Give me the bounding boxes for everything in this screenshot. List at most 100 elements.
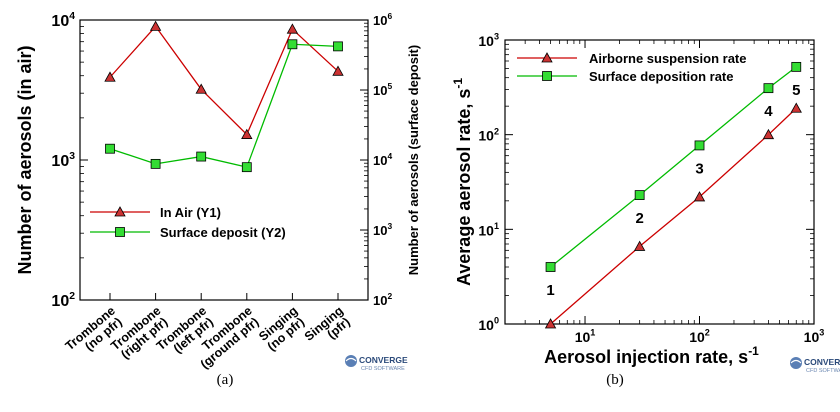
chart-b-point-surface: [634, 190, 645, 200]
chart-a-point-air: [149, 20, 162, 31]
chart-b-xlabel-sup: -1: [748, 344, 759, 358]
chart-a-point-air: [195, 83, 207, 94]
chart-b-point-label: 1: [546, 282, 554, 299]
chart-a-legend-marker: [115, 227, 125, 237]
chart-b-xtick-label-base: 10: [689, 329, 705, 345]
converge-logo-name: CONVERGE: [359, 355, 408, 365]
chart-b-xtick-label-base: 10: [804, 329, 820, 345]
chart-a-ytick-label-exp: 4: [69, 11, 75, 22]
chart-b-ytick-label: 100: [478, 316, 499, 333]
chart-a-legend: In Air (Y1) Surface deposit (Y2): [90, 205, 286, 240]
chart-b-point-label: 5: [792, 82, 800, 99]
chart-b-point-airborne: [544, 318, 557, 329]
chart-a-point-surface: [287, 39, 298, 50]
chart-b-xtick-label: 102: [689, 328, 710, 345]
converge-logo-circle: [790, 357, 802, 369]
chart-a-series-line-1: [109, 43, 339, 168]
chart-b-point-label: 3: [695, 160, 703, 177]
chart-a-y2tick-label-base: 10: [373, 293, 387, 308]
chart-a-point-air: [286, 23, 299, 34]
chart-a-ytick-label-base: 10: [51, 153, 69, 170]
chart-a-ytick-label-text: 104: [51, 11, 75, 30]
chart-a-ytick-label: 104: [51, 11, 75, 30]
chart-b-ytick-label: 102: [478, 126, 499, 143]
chart-b-ytick-label-exp: 1: [494, 221, 499, 231]
chart-a-y2tick-label-exp: 6: [387, 11, 392, 21]
chart-a-y2tick-label-text: 102: [373, 291, 392, 308]
chart-a-y2tick-label-text: 104: [373, 151, 392, 168]
chart-b-point-airborne: [790, 102, 802, 113]
chart-a-y2tick-label-exp: 3: [387, 221, 392, 231]
chart-a-y2tick-label-text: 103: [373, 221, 392, 238]
chart-b-legend-marker: [541, 52, 553, 63]
chart-a-point-surface: [241, 162, 252, 173]
chart-b-ylabel: Average aerosol rate, s-1: [451, 78, 474, 286]
chart-b-caption: (b): [606, 372, 624, 388]
chart-a-ytick-label-text: 102: [51, 291, 75, 310]
chart-b-ytick-label-text: 101: [478, 221, 499, 238]
converge-logo-swirl: [345, 357, 357, 362]
chart-b-point-airborne: [762, 128, 775, 140]
chart-b-series-line-1: [550, 66, 797, 268]
chart-a-legend-label: Surface deposit (Y2): [160, 225, 286, 240]
chart-b-ytick-label-text: 103: [478, 32, 499, 49]
chart-b-ytick-label: 101: [478, 221, 499, 238]
chart-b-ytick-label-base: 10: [478, 317, 494, 333]
chart-a-y2tick-label-text: 105: [373, 81, 392, 98]
chart-b-legend-label: Airborne suspension rate: [589, 51, 746, 66]
chart-b-xtick-label-text: 102: [689, 328, 710, 345]
chart-b-ytick-label-text: 102: [478, 126, 499, 143]
chart-b-point-surface: [791, 61, 802, 72]
converge-logo-icon: [790, 357, 802, 369]
chart-b-xtick-label-text: 101: [575, 328, 596, 345]
chart-a-xtick-label: Trombone(right pfr): [108, 304, 172, 364]
chart-a-point-surface: [105, 143, 115, 154]
chart-a-y2tick-label-base: 10: [373, 13, 387, 28]
chart-a-point-surface: [150, 158, 161, 169]
converge-logo-icon: [345, 355, 357, 367]
chart-b-xtick-label-exp: 3: [819, 328, 824, 338]
converge-logo-name: CONVERGE: [804, 357, 840, 367]
chart-a-y2tick-label: 102: [373, 291, 392, 308]
chart-b-xtick-label-text: 103: [804, 328, 825, 345]
chart-a-xtick-label: Trombone(no pfr): [63, 304, 127, 364]
chart-b-xtick-label-base: 10: [575, 329, 591, 345]
chart-b-point-airborne: [693, 191, 706, 202]
chart-b-xtick-label: 103: [804, 328, 825, 345]
chart-a-y2tick-label: 104: [373, 151, 392, 168]
chart-a-ytick-label-base: 10: [51, 13, 69, 30]
chart-a-point-air: [241, 128, 253, 139]
chart-b-frame: [504, 39, 815, 325]
chart-b-point-surface: [763, 83, 774, 94]
chart-b-point-surface: [694, 140, 705, 151]
chart-b-ytick-label-text: 100: [478, 316, 499, 333]
chart-a-ylabel: Number of aerosols (in air): [15, 45, 35, 274]
chart-a-y2tick-label-exp: 4: [387, 151, 392, 161]
chart-b-legend-label: Surface deposition rate: [589, 69, 733, 84]
chart-b: Aerosol injection rate, s-1 Average aeros…: [451, 39, 815, 388]
converge-logo-circle: [345, 355, 357, 367]
chart-a-point-air: [332, 65, 344, 76]
chart-a: Number of aerosols (in air) Number of aer…: [15, 19, 421, 388]
chart-b-point-label: 2: [635, 210, 643, 227]
chart-a-point-surface: [196, 151, 207, 162]
converge-logo-sub: CFD SOFTWARE: [806, 368, 840, 374]
chart-b-point-label: 4: [764, 103, 773, 120]
chart-b-ytick-label-exp: 3: [494, 32, 499, 42]
chart-b-ylabel-main: Average aerosol rate, s: [454, 89, 474, 286]
chart-b-xlabel: Aerosol injection rate, s-1: [544, 344, 759, 367]
chart-b-ytick-label-base: 10: [478, 128, 494, 144]
chart-a-y2tick-label: 105: [373, 81, 392, 98]
chart-a-y2label: Number of aerosols (surface deposit): [406, 45, 421, 275]
chart-a-caption: (a): [217, 372, 234, 388]
converge-logo-sub: CFD SOFTWARE: [361, 366, 405, 372]
chart-a-point-surface: [333, 41, 343, 52]
chart-b-legend: Airborne suspension rate Surface depositi…: [517, 51, 746, 84]
chart-b-xtick-label-exp: 1: [590, 328, 595, 338]
chart-a-ytick-label: 102: [51, 291, 75, 310]
converge-logo-swirl: [790, 359, 802, 364]
chart-a-xtick-label: Singing(no pfr): [256, 304, 308, 354]
chart-b-ytick-label-base: 10: [478, 33, 494, 49]
